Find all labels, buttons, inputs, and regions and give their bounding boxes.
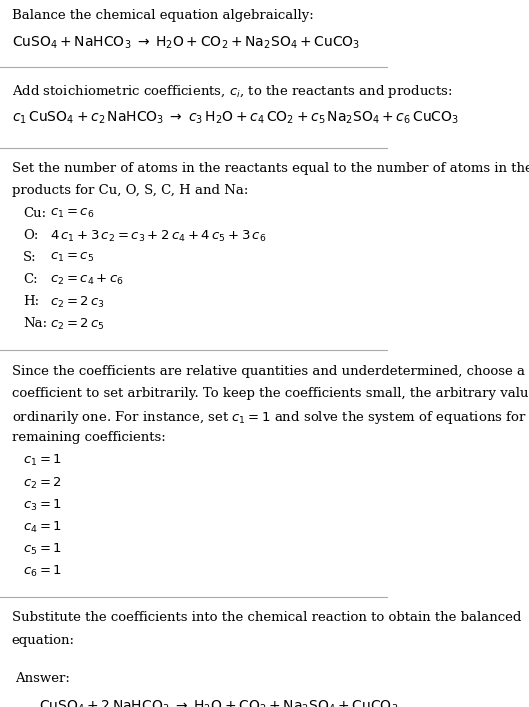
Text: remaining coefficients:: remaining coefficients: [12,431,166,444]
Text: $c_4 = 1$: $c_4 = 1$ [23,520,62,535]
Text: Cu:: Cu: [23,206,47,219]
Text: $c_3 = 1$: $c_3 = 1$ [23,498,62,513]
Text: $c_2 = 2$: $c_2 = 2$ [23,475,62,491]
Text: $\mathrm{CuSO_4 + 2\,NaHCO_3 \;\rightarrow\; H_2O + CO_2 + Na_2SO_4 + CuCO_3}$: $\mathrm{CuSO_4 + 2\,NaHCO_3 \;\rightarr… [39,699,398,707]
Text: $c_1 = 1$: $c_1 = 1$ [23,453,62,468]
Text: ordinarily one. For instance, set $c_1 = 1$ and solve the system of equations fo: ordinarily one. For instance, set $c_1 =… [12,409,529,426]
Text: $c_6 = 1$: $c_6 = 1$ [23,564,62,579]
Text: Set the number of atoms in the reactants equal to the number of atoms in the: Set the number of atoms in the reactants… [12,162,529,175]
Text: S:: S: [23,251,37,264]
Text: H:: H: [23,296,39,308]
Text: equation:: equation: [12,633,75,646]
Text: coefficient to set arbitrarily. To keep the coefficients small, the arbitrary va: coefficient to set arbitrarily. To keep … [12,387,529,399]
Text: Na:: Na: [23,317,47,330]
Text: Substitute the coefficients into the chemical reaction to obtain the balanced: Substitute the coefficients into the che… [12,612,521,624]
Text: $c_2 = c_4 + c_6$: $c_2 = c_4 + c_6$ [50,273,124,287]
Text: Since the coefficients are relative quantities and underdetermined, choose a: Since the coefficients are relative quan… [12,365,525,378]
FancyBboxPatch shape [4,655,360,707]
Text: $c_1 = c_6$: $c_1 = c_6$ [50,206,95,220]
Text: $c_1 = c_5$: $c_1 = c_5$ [50,251,94,264]
Text: $\mathrm{CuSO_4 + NaHCO_3 \;\rightarrow\; H_2O + CO_2 + Na_2SO_4 + CuCO_3}$: $\mathrm{CuSO_4 + NaHCO_3 \;\rightarrow\… [12,35,360,52]
Text: O:: O: [23,228,39,242]
Text: Answer:: Answer: [15,672,70,685]
Text: $4\,c_1 + 3\,c_2 = c_3 + 2\,c_4 + 4\,c_5 + 3\,c_6$: $4\,c_1 + 3\,c_2 = c_3 + 2\,c_4 + 4\,c_5… [50,228,267,244]
Text: Add stoichiometric coefficients, $c_i$, to the reactants and products:: Add stoichiometric coefficients, $c_i$, … [12,83,452,100]
Text: $c_2 = 2\,c_5$: $c_2 = 2\,c_5$ [50,317,105,332]
Text: $c_2 = 2\,c_3$: $c_2 = 2\,c_3$ [50,296,105,310]
Text: C:: C: [23,273,38,286]
Text: Balance the chemical equation algebraically:: Balance the chemical equation algebraica… [12,8,313,22]
Text: $c_1\,\mathrm{CuSO_4} + c_2\,\mathrm{NaHCO_3} \;\rightarrow\; c_3\,\mathrm{H_2O}: $c_1\,\mathrm{CuSO_4} + c_2\,\mathrm{NaH… [12,110,459,126]
Text: products for Cu, O, S, C, H and Na:: products for Cu, O, S, C, H and Na: [12,185,248,197]
Text: $c_5 = 1$: $c_5 = 1$ [23,542,62,557]
